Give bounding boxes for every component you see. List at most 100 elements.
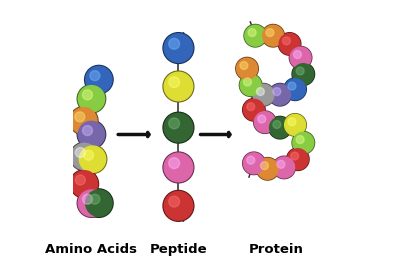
Circle shape xyxy=(75,148,85,158)
Circle shape xyxy=(289,46,312,69)
Circle shape xyxy=(244,24,267,47)
Circle shape xyxy=(288,118,296,126)
Circle shape xyxy=(255,112,276,133)
Circle shape xyxy=(70,142,99,171)
Circle shape xyxy=(253,84,274,105)
Text: Amino Acids: Amino Acids xyxy=(45,243,137,256)
Circle shape xyxy=(82,125,92,136)
Circle shape xyxy=(164,113,193,142)
Circle shape xyxy=(79,146,106,172)
Circle shape xyxy=(163,190,194,221)
Circle shape xyxy=(169,38,180,49)
Circle shape xyxy=(82,194,92,204)
Circle shape xyxy=(84,66,113,94)
Circle shape xyxy=(239,74,262,96)
Circle shape xyxy=(84,150,94,160)
Circle shape xyxy=(90,71,100,81)
Circle shape xyxy=(78,121,105,148)
Circle shape xyxy=(284,78,306,101)
Circle shape xyxy=(296,67,304,75)
Circle shape xyxy=(260,162,268,170)
Circle shape xyxy=(71,108,97,134)
Circle shape xyxy=(270,117,290,138)
Circle shape xyxy=(279,34,300,54)
Circle shape xyxy=(292,132,315,154)
Circle shape xyxy=(244,153,264,174)
Circle shape xyxy=(252,83,275,106)
Circle shape xyxy=(288,82,296,90)
Circle shape xyxy=(269,83,291,106)
Circle shape xyxy=(164,72,193,101)
Circle shape xyxy=(84,189,113,217)
Circle shape xyxy=(90,194,100,204)
Circle shape xyxy=(277,160,285,168)
Circle shape xyxy=(248,29,256,37)
Circle shape xyxy=(273,156,295,179)
Circle shape xyxy=(164,153,193,182)
Circle shape xyxy=(293,132,314,153)
Circle shape xyxy=(292,63,315,85)
Circle shape xyxy=(294,51,302,59)
Circle shape xyxy=(244,78,252,86)
Circle shape xyxy=(164,34,193,62)
Circle shape xyxy=(254,111,276,134)
Circle shape xyxy=(270,84,290,105)
Circle shape xyxy=(284,114,306,136)
Circle shape xyxy=(287,149,308,170)
Circle shape xyxy=(247,156,255,164)
Circle shape xyxy=(169,77,180,88)
Circle shape xyxy=(71,171,97,197)
Circle shape xyxy=(291,152,299,160)
Circle shape xyxy=(262,24,284,47)
Circle shape xyxy=(70,170,99,198)
Circle shape xyxy=(245,25,266,46)
Circle shape xyxy=(78,145,107,173)
Circle shape xyxy=(86,66,112,93)
Circle shape xyxy=(169,118,180,129)
Circle shape xyxy=(269,116,291,139)
Circle shape xyxy=(240,75,261,95)
Text: Peptide: Peptide xyxy=(150,243,207,256)
Circle shape xyxy=(274,157,294,178)
Circle shape xyxy=(243,99,265,121)
Circle shape xyxy=(164,192,193,220)
Circle shape xyxy=(293,64,314,85)
Circle shape xyxy=(244,99,264,120)
Circle shape xyxy=(163,152,194,183)
Circle shape xyxy=(169,158,180,169)
Circle shape xyxy=(77,189,106,217)
Circle shape xyxy=(75,175,85,185)
Circle shape xyxy=(257,88,264,95)
Circle shape xyxy=(285,115,305,135)
Circle shape xyxy=(163,112,194,143)
Circle shape xyxy=(169,196,180,207)
Circle shape xyxy=(82,90,92,100)
Circle shape xyxy=(296,136,304,144)
Circle shape xyxy=(247,103,255,111)
Circle shape xyxy=(70,107,98,135)
Circle shape xyxy=(262,25,284,46)
Circle shape xyxy=(256,158,279,180)
Circle shape xyxy=(163,71,194,102)
Circle shape xyxy=(257,158,278,179)
Circle shape xyxy=(78,190,105,216)
Circle shape xyxy=(86,190,112,216)
Circle shape xyxy=(258,115,266,123)
Circle shape xyxy=(236,57,258,80)
Circle shape xyxy=(273,88,281,95)
Circle shape xyxy=(285,79,305,100)
Circle shape xyxy=(283,37,290,45)
Circle shape xyxy=(278,33,301,55)
Circle shape xyxy=(243,152,265,175)
Circle shape xyxy=(75,112,85,122)
Circle shape xyxy=(266,29,274,37)
Circle shape xyxy=(77,85,106,113)
Circle shape xyxy=(240,62,248,69)
Circle shape xyxy=(78,86,105,112)
Circle shape xyxy=(236,58,257,79)
Circle shape xyxy=(286,148,309,171)
Circle shape xyxy=(290,47,311,68)
Circle shape xyxy=(71,143,97,170)
Text: Protein: Protein xyxy=(248,243,303,256)
Circle shape xyxy=(163,33,194,64)
